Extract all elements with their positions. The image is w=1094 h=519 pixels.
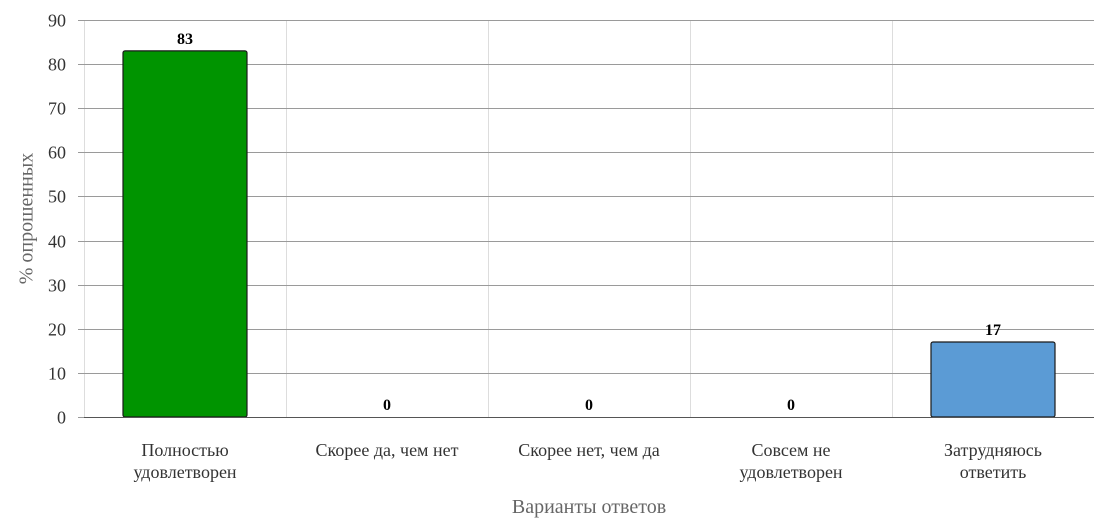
x-tick-label: Совсем не удовлетворен (739, 440, 842, 482)
y-tick-label: 60 (48, 143, 66, 163)
y-axis-title: % опрошенных (16, 153, 38, 284)
data-label: 0 (585, 397, 593, 414)
x-axis-title: Варианты ответов (512, 496, 666, 518)
y-tick-label: 0 (57, 408, 66, 428)
y-tick-label: 40 (48, 232, 66, 252)
x-tick-label: Скорее да, чем нет (316, 440, 459, 460)
x-tick-label: Затрудняюсь ответить (944, 440, 1042, 482)
y-tick-label: 80 (48, 55, 66, 75)
data-labels: 83 0 0 0 17 (177, 31, 1001, 414)
data-label: 0 (787, 397, 795, 414)
data-label: 17 (985, 322, 1001, 339)
data-label: 0 (383, 397, 391, 414)
y-tick-label: 10 (48, 364, 66, 384)
y-tick-label: 20 (48, 320, 66, 340)
x-tick-label: Полностью удовлетворен (133, 440, 236, 482)
bars (123, 51, 1055, 417)
y-axis-ticks: 0 10 20 30 40 50 60 70 80 90 (48, 11, 84, 428)
y-tick-label: 50 (48, 187, 66, 207)
x-axis-ticks: Полностью удовлетворен Скорее да, чем нет С… (133, 440, 1042, 482)
bar (931, 342, 1055, 417)
x-tick-label: Скорее нет, чем да (518, 440, 660, 460)
y-tick-label: 70 (48, 99, 66, 119)
data-label: 83 (177, 31, 193, 48)
y-tick-label: 90 (48, 11, 66, 31)
y-tick-label: 30 (48, 276, 66, 296)
bar (123, 51, 247, 417)
